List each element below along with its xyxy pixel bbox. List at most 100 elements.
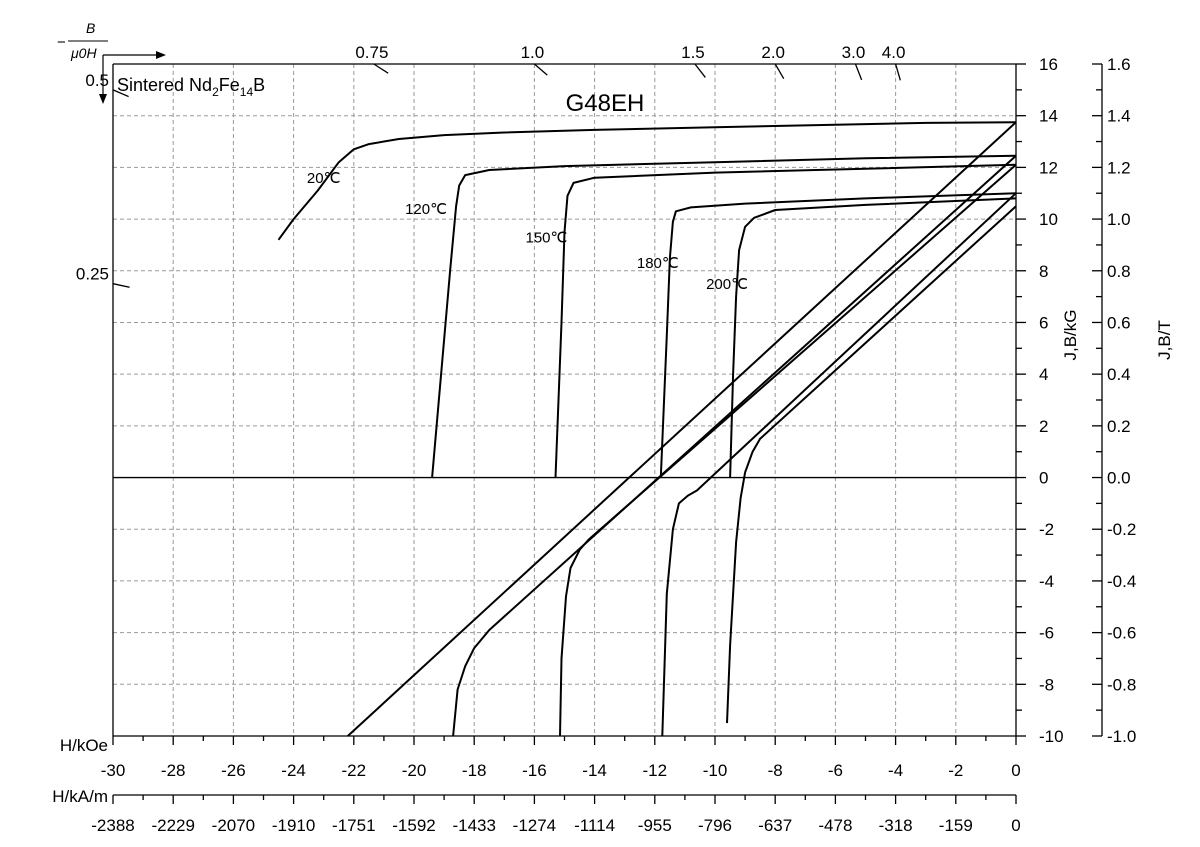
x-koe-tick-label: -30 [101,761,126,780]
curve-label-150c: 150℃ [526,229,568,246]
y-t-tick-label: -0.4 [1107,572,1136,591]
permeance-tick [854,63,863,81]
x-axis-label-kam: H/kA/m [52,787,108,806]
permeance-label: 0.75 [355,43,388,62]
curve-b-200c [726,205,1017,724]
x-koe-tick-label: -10 [703,761,728,780]
x-koe-tick-label: -16 [522,761,547,780]
x-kam-tick-label: -637 [758,816,792,835]
x-kam-tick-label: -2388 [91,816,134,835]
y-axis-label-kg: J,B/kG [1061,309,1080,360]
curve-label-20c: 20℃ [307,170,341,187]
material-mid: Fe [219,75,240,95]
x-koe-tick-label: -20 [402,761,427,780]
x-koe-tick-label: -12 [643,761,668,780]
y-t-tick-label: 1.6 [1107,55,1131,74]
curve-b-180c [661,192,1017,737]
y-t-tick-label: 1.4 [1107,107,1131,126]
y-kg-tick-label: 10 [1039,210,1058,229]
x-kam-tick-label: -318 [879,816,913,835]
x-koe-tick-label: -18 [462,761,487,780]
y-kg-tick-label: 0 [1039,469,1048,488]
y-kg-tick-label: 14 [1039,107,1058,126]
x-kam-tick-label: -1592 [392,816,435,835]
x-kam-tick-label: -955 [638,816,672,835]
y-kg-tick-label: -2 [1039,520,1054,539]
permeance-minus: − [57,34,66,51]
x-koe-tick-label: 0 [1011,761,1020,780]
curve-j-150c [554,163,1017,478]
permeance-label: 0.25 [76,265,109,284]
x-koe-tick-label: -22 [342,761,367,780]
material-label: Sintered Nd2Fe14B [117,75,265,99]
curve-j-180c [659,192,1017,478]
curve-b-120c [452,155,1017,737]
permeance-numerator: B [86,20,95,36]
y-t-tick-label: 0.0 [1107,469,1131,488]
curve-label-120c: 120℃ [405,201,447,218]
permeance-label: 2.0 [761,43,785,62]
x-kam-tick-label: -478 [818,816,852,835]
y-axis-label-t: J,B/T [1155,320,1174,360]
y-kg-tick-label: 4 [1039,365,1048,384]
y-kg-tick-label: -10 [1039,727,1064,746]
permeance-tick [112,89,129,98]
curve-label-200c: 200℃ [706,276,748,293]
permeance-label: 3.0 [842,43,866,62]
x-koe-tick-label: -6 [828,761,843,780]
x-koe-tick-label: -2 [948,761,963,780]
x-kam-tick-label: -796 [698,816,732,835]
permeance-label: 1.0 [521,43,545,62]
material-sub1: 2 [212,85,219,99]
y-kg-tick-label: -4 [1039,572,1054,591]
x-kam-tick-label: -1274 [513,816,556,835]
permeance-label: 0.5 [85,71,109,90]
y-t-tick-label: 0.8 [1107,262,1131,281]
x-koe-tick-label: -26 [221,761,246,780]
permeance-axis-label: − B μ0H [57,20,166,104]
y-t-tick-label: 0.6 [1107,313,1131,332]
x-kam-tick-label: -1910 [272,816,315,835]
permeance-label: 4.0 [882,43,906,62]
curve-label-180c: 180℃ [637,255,679,272]
curve-b-20c [347,121,1017,737]
permeance-tick [533,63,548,76]
permeance-label: 1.5 [681,43,705,62]
x-kam-tick-label: 0 [1011,816,1020,835]
material-suffix: B [253,75,265,95]
permeance-tick [112,283,130,288]
y-t-tick-label: -0.8 [1107,675,1136,694]
x-kam-tick-label: -2229 [151,816,194,835]
arrowhead-down-icon [99,94,107,104]
y-t-tick-label: -1.0 [1107,727,1136,746]
axes [112,63,1103,804]
y-kg-tick-label: 6 [1039,313,1048,332]
permeance-tick [894,63,901,81]
x-koe-tick-label: -24 [281,761,306,780]
permeance-tick [774,63,785,80]
curve-j-20c [277,121,1017,241]
curve-j-120c [431,154,1017,478]
chart-title: G48EH [566,90,645,117]
y-t-tick-label: -0.2 [1107,520,1136,539]
y-kg-tick-label: 8 [1039,262,1048,281]
y-t-tick-label: 1.2 [1107,158,1131,177]
permeance-denominator: μ0H [70,45,97,61]
y-kg-tick-label: 12 [1039,158,1058,177]
tick-labels: -30 -28 -26 -24 -22 -20 -18 -16 -14 -12 -10 -8 -6 -4-… [91,55,1136,835]
y-kg-tick-label: 2 [1039,417,1048,436]
x-koe-tick-label: -14 [582,761,607,780]
material-prefix: Sintered Nd [117,75,212,95]
x-kam-tick-label: -1114 [574,816,615,835]
x-koe-tick-label: -8 [768,761,783,780]
x-kam-tick-label: -159 [939,816,973,835]
x-kam-tick-label: -1751 [332,816,375,835]
x-kam-tick-label: -2070 [212,816,255,835]
x-koe-tick-label: -28 [161,761,186,780]
grid-lines [113,64,1016,736]
arrowhead-right-icon [156,51,166,59]
material-sub2: 14 [240,85,254,99]
y-t-tick-label: 0.4 [1107,365,1131,384]
y-kg-tick-label: -8 [1039,675,1054,694]
x-axis-label-koe: H/kOe [60,736,108,755]
